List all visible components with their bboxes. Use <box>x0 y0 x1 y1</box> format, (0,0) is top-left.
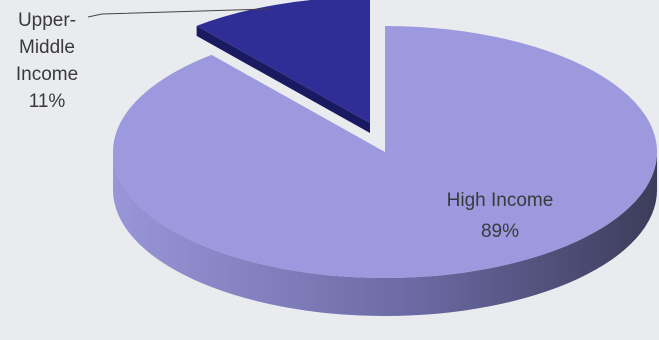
upper-middle-label-line2: Middle <box>19 37 75 58</box>
upper-middle-income-slice <box>196 0 370 123</box>
upper-middle-label-line1: Upper- <box>18 10 76 31</box>
upper-middle-label-line3: Income <box>16 64 78 85</box>
high-income-label: High Income <box>447 190 554 211</box>
upper-middle-leader-line <box>87 8 270 18</box>
upper-middle-percent-label: 11% <box>29 91 66 112</box>
high-income-slice-side <box>113 152 657 316</box>
high-income-slice <box>112 26 658 278</box>
high-income-percent-label: 89% <box>481 221 519 242</box>
upper-middle-slice-side <box>196 25 370 134</box>
